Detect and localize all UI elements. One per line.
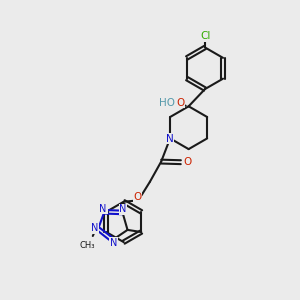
Text: CH₃: CH₃ (80, 241, 95, 250)
Text: Cl: Cl (200, 31, 211, 41)
Text: N: N (91, 223, 98, 233)
Text: N: N (166, 134, 173, 144)
Text: O: O (133, 192, 142, 202)
Text: O: O (183, 157, 191, 167)
Text: N: N (100, 204, 107, 214)
Text: N: N (119, 205, 127, 214)
Text: N: N (110, 238, 117, 248)
Text: O: O (176, 98, 184, 108)
Text: HO: HO (159, 98, 175, 108)
